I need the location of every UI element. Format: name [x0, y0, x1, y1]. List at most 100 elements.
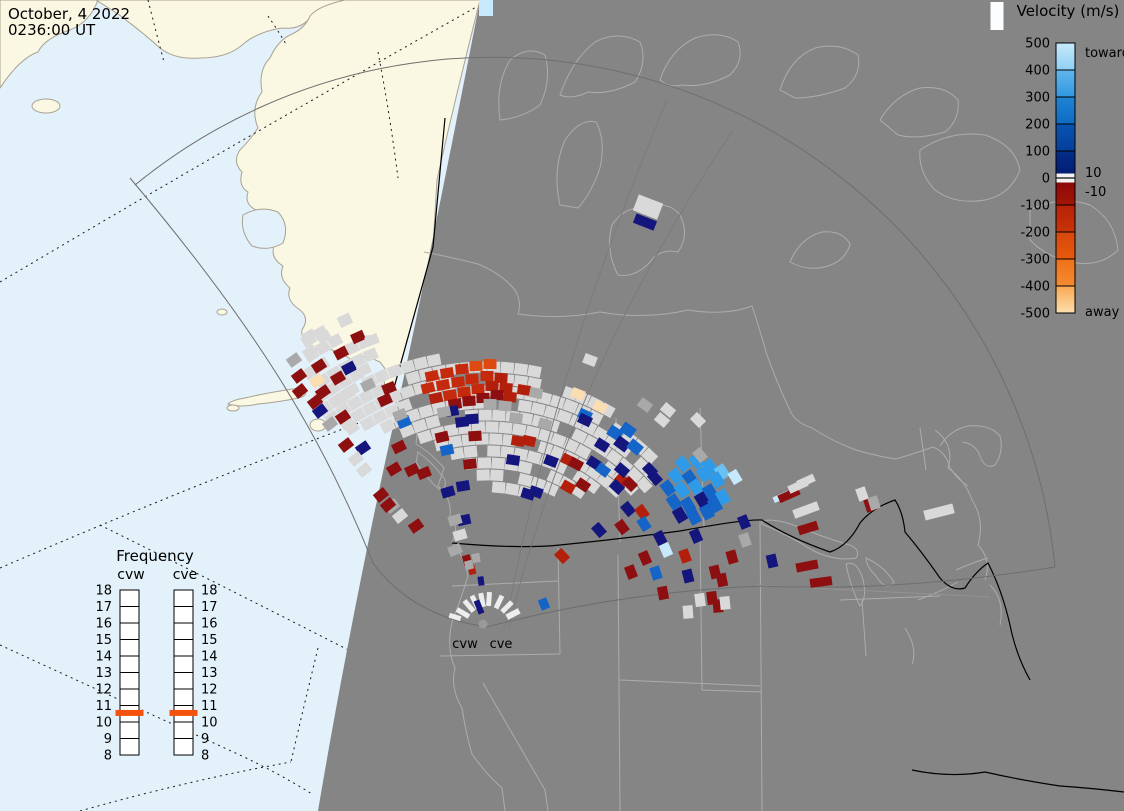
- velocity-colorbar: Velocity (m/s) toward 10 -10 away 500 400…: [1017, 2, 1124, 322]
- colorbar-tick-label: -300: [1020, 253, 1050, 268]
- velocity-cell: [285, 352, 303, 368]
- velocity-cell: [636, 397, 654, 413]
- velocity-cell: [300, 328, 318, 344]
- velocity-cell: [477, 576, 485, 586]
- colorbar-segment: [1056, 124, 1075, 151]
- colorbar-tick-labels: 500 400 300 200 100 0 -100 -200 -300 -400 -500: [1020, 37, 1075, 322]
- frequency-box: [119, 738, 140, 756]
- ground-scatter-cell: [571, 428, 588, 444]
- velocity-cell: [510, 434, 526, 448]
- velocity-cell: [701, 483, 719, 501]
- velocity-cell: [434, 430, 450, 444]
- frequency-legend-title: Frequency: [116, 547, 194, 565]
- velocity-cell: [652, 529, 668, 547]
- ground-scatter-cell: [386, 363, 403, 379]
- frequency-box: [173, 589, 194, 607]
- ground-scatter-cell: [574, 443, 592, 460]
- velocity-cell: [792, 501, 820, 519]
- velocity-cell: [688, 452, 706, 470]
- colorbar-tick-label: -500: [1020, 307, 1050, 322]
- velocity-cell: [473, 599, 485, 615]
- velocity-cell: [678, 548, 692, 564]
- velocity-legend-title: Velocity (m/s): [1017, 2, 1120, 20]
- ground-scatter-cell: [492, 409, 506, 422]
- ground-scatter-cell: [487, 445, 501, 457]
- ground-scatter-cell: [314, 339, 332, 356]
- colorbar-tick-label: 100: [1025, 145, 1050, 160]
- frequency-tick-label: 11: [95, 699, 112, 714]
- border-alaska-canada: [391, 117, 446, 396]
- frequency-tick-label: 14: [201, 650, 218, 665]
- velocity-cell: [725, 549, 739, 565]
- velocity-cell: [332, 345, 350, 361]
- frequency-tick-label: 15: [201, 633, 218, 648]
- velocity-cell: [693, 491, 711, 509]
- velocity-cell: [695, 465, 713, 483]
- frequency-tick-label: 17: [201, 600, 218, 615]
- velocity-cell: [520, 487, 536, 501]
- ground-scatter-cell: [550, 432, 567, 448]
- velocity-cell: [479, 0, 493, 16]
- velocity-cell: [457, 386, 471, 398]
- velocity-cell: [681, 568, 695, 584]
- velocity-cell: [867, 495, 881, 511]
- velocity-cell: [626, 438, 644, 456]
- velocity-cell: [713, 463, 731, 481]
- colorbar-segment: [1056, 232, 1075, 259]
- frequency-box: [119, 672, 140, 690]
- ground-scatter-cell: [399, 359, 416, 374]
- velocity-cell: [708, 471, 726, 489]
- velocity-cell: [613, 461, 631, 479]
- velocity-cell: [448, 612, 462, 622]
- ground-scatter-cell: [358, 388, 376, 405]
- velocity-cell: [381, 380, 397, 396]
- frequency-tick-label: 16: [201, 617, 218, 632]
- frequency-tick-label: 11: [201, 699, 218, 714]
- ground-scatter-cell: [626, 466, 644, 484]
- velocity-cell: [310, 358, 328, 374]
- velocity-cell: [455, 607, 471, 619]
- ground-scatter-cell: [542, 481, 560, 497]
- frequency-box: [173, 655, 194, 673]
- velocity-cell: [403, 462, 421, 478]
- fan-left-edge: [129, 177, 488, 628]
- colorbar-segment: [1056, 286, 1075, 313]
- velocity-cells-layer: [285, 0, 1004, 622]
- ground-scatter-cell: [371, 408, 388, 425]
- velocity-cell: [679, 496, 697, 514]
- velocity-cell: [355, 462, 373, 478]
- velocity-cell: [447, 513, 463, 527]
- velocity-cell: [450, 376, 466, 388]
- velocity-cell: [570, 386, 586, 402]
- colorbar-tick-label: 500: [1025, 37, 1050, 52]
- velocity-cell: [498, 400, 512, 412]
- velocity-cell: [391, 508, 409, 524]
- velocity-cell: [331, 392, 349, 408]
- velocity-cell: [343, 420, 361, 436]
- frequency-box: [119, 721, 140, 739]
- fan-beam-line-west: [504, 99, 668, 628]
- fan-right-lower-edge: [486, 566, 1056, 628]
- velocity-cell: [632, 213, 658, 231]
- velocity-cell: [385, 461, 403, 477]
- ground-scatter-cell: [504, 482, 520, 496]
- colorbar-tick-label: 200: [1025, 118, 1050, 133]
- ground-scatter-cell: [546, 469, 563, 486]
- velocity-cell: [574, 477, 592, 493]
- velocity-cell: [632, 194, 664, 220]
- velocity-cell: [701, 458, 719, 476]
- velocity-cell: [442, 389, 458, 401]
- velocity-cell: [465, 413, 479, 425]
- upper-threshold-label: 10: [1085, 166, 1102, 181]
- ground-scatter-cell: [605, 449, 623, 466]
- time-text: 0236:00 UT: [8, 21, 96, 39]
- land-norton-sound-bay: [241, 208, 287, 249]
- velocity-cell: [490, 389, 504, 401]
- frequency-tick-label: 8: [201, 749, 209, 764]
- ground-scatter-cell: [592, 426, 610, 443]
- frequency-tick-label: 18: [201, 584, 218, 599]
- velocity-cell: [392, 407, 408, 423]
- ground-scatter-cell: [373, 368, 391, 384]
- fan-outer-arc: [134, 56, 1056, 568]
- velocity-cell: [407, 518, 425, 534]
